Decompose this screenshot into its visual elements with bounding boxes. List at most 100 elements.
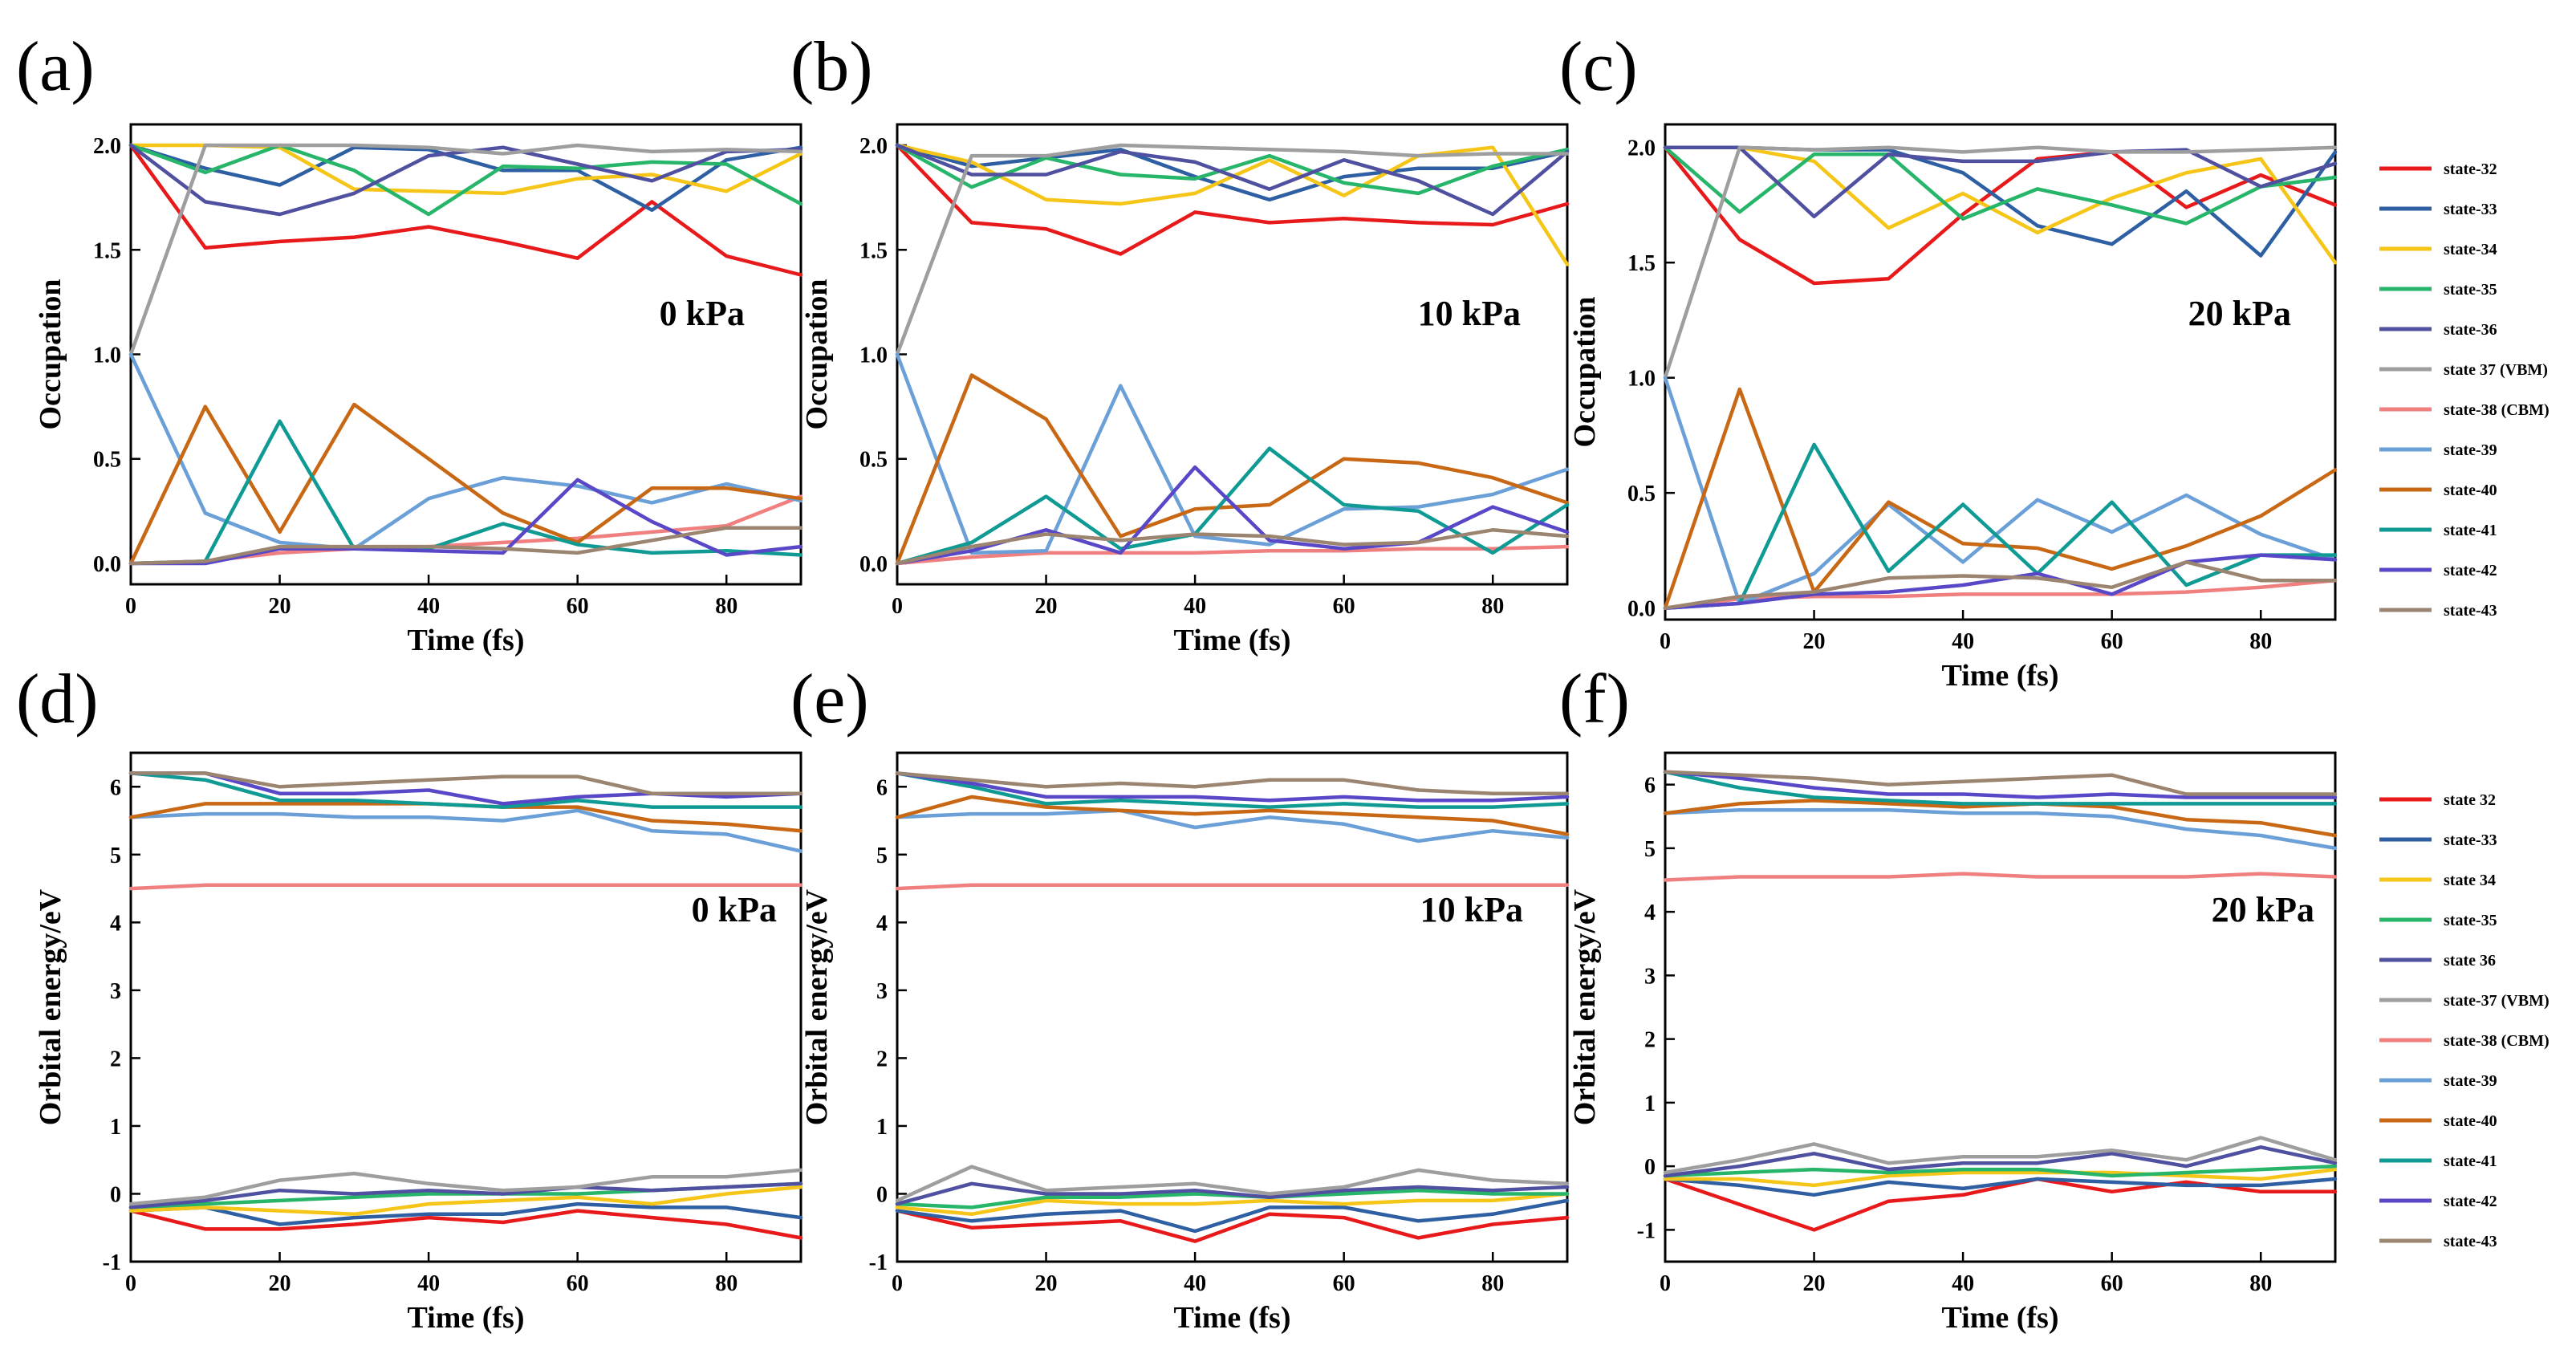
legend-label: state-39 <box>2444 441 2497 459</box>
legend-label: state-34 <box>2444 241 2497 258</box>
series-line-state-35 <box>128 143 803 217</box>
series-line-state-38-cbm <box>895 544 1570 566</box>
x-tick-label: 40 <box>417 1271 440 1296</box>
y-tick-label: -1 <box>1637 1218 1656 1243</box>
y-tick-label: 1 <box>1644 1092 1656 1116</box>
series-line-state-38-cbm <box>895 883 1570 891</box>
y-tick-label: 0 <box>1644 1155 1656 1180</box>
x-tick-label: 40 <box>1952 629 1974 654</box>
x-tick-label: 40 <box>1184 1271 1206 1296</box>
y-tick-label: -1 <box>869 1250 888 1275</box>
legend-label: state-33 <box>2444 201 2497 218</box>
x-tick-label: 20 <box>269 1271 291 1296</box>
y-tick-label: 1 <box>110 1115 121 1140</box>
x-tick-label: 80 <box>715 594 737 619</box>
legend-label: state 36 <box>2444 952 2496 970</box>
series-line-state-43 <box>895 771 1570 795</box>
y-tick-label: 2.0 <box>859 134 888 159</box>
legend-label: state-36 <box>2444 321 2497 339</box>
y-axis-label: Occupation <box>34 279 67 430</box>
plot-frame <box>896 123 1569 586</box>
series-line-state-32 <box>895 143 1570 256</box>
y-tick-label: 2 <box>1644 1028 1656 1053</box>
y-tick-label: 2 <box>110 1047 121 1071</box>
x-tick-label: 20 <box>1803 1271 1826 1296</box>
y-tick-label: 5 <box>110 844 121 868</box>
y-tick-label: 1.0 <box>93 344 121 368</box>
x-tick-label: 0 <box>892 594 903 619</box>
series-line-state-34 <box>1663 145 2338 265</box>
y-tick-label: 6 <box>876 775 888 800</box>
x-tick-label: 80 <box>1481 594 1504 619</box>
legend-label: state-40 <box>2444 1112 2497 1130</box>
legend-label: state-42 <box>2444 1193 2497 1210</box>
series-line-state-33 <box>895 143 1570 202</box>
y-tick-label: 0.0 <box>93 552 121 577</box>
series-line-state-43 <box>128 526 803 566</box>
legend-label: state 37 (VBM) <box>2444 361 2548 379</box>
y-tick-label: 1.0 <box>1627 367 1656 392</box>
legend-label: state-38 (CBM) <box>2444 1032 2550 1050</box>
series-line-state-34 <box>1663 1167 2338 1188</box>
series-line-state-35 <box>895 143 1570 196</box>
legend-label: state-42 <box>2444 562 2497 579</box>
x-tick-label: 20 <box>269 594 291 619</box>
legend-label: state-41 <box>2444 1153 2497 1170</box>
panel-f: (f) 0 20 40 60 80 -1 0 1 2 3 4 5 6 Time (fs) Orbital en… <box>1559 661 2338 1335</box>
legend-label: state-35 <box>2444 281 2497 299</box>
x-axis-label: Time (fs) <box>1942 659 2059 693</box>
series-line-state-39 <box>128 808 803 853</box>
legend-label: state 32 <box>2444 791 2496 809</box>
series-line-state-43 <box>128 771 803 795</box>
legend-label: state-39 <box>2444 1072 2497 1090</box>
pressure-annotation: 0 kPa <box>692 890 777 929</box>
x-tick-label: 0 <box>892 1271 903 1296</box>
x-tick-label: 20 <box>1803 629 1826 654</box>
panel-c: (c) 0 20 40 60 80 0.0 0.5 1.0 1.5 2.0 Time (fs) Occu… <box>1559 28 2338 693</box>
legend-label: state 34 <box>2444 872 2496 889</box>
series-line-state-37-vbm <box>1663 1136 2338 1175</box>
x-tick-label: 80 <box>715 1271 737 1296</box>
series-line-state-39 <box>1663 808 2338 851</box>
y-axis-label: Orbital energy/eV <box>800 888 834 1125</box>
legend-label: state-41 <box>2444 522 2497 539</box>
x-tick-label: 60 <box>1333 594 1355 619</box>
x-axis-label: Time (fs) <box>1174 1301 1291 1335</box>
series-line-state-40 <box>128 402 803 566</box>
x-axis-label: Time (fs) <box>1174 624 1291 657</box>
series-line-state-36 <box>1663 1145 2338 1178</box>
panel-label: (e) <box>790 661 869 738</box>
pressure-annotation: 20 kPa <box>2212 890 2314 929</box>
x-tick-label: 60 <box>2101 629 2123 654</box>
series-line-state-32 <box>1663 145 2338 286</box>
plot-frame <box>896 751 1569 1263</box>
y-tick-label: 1.5 <box>859 238 888 263</box>
pressure-annotation: 10 kPa <box>1418 294 1521 333</box>
series-line-state-36 <box>128 143 803 217</box>
panel-label: (b) <box>790 28 873 106</box>
legend-occupation: state-32 state-33 state-34 state-35 state-36… <box>2379 161 2550 620</box>
series-line-state-34 <box>895 1192 1570 1217</box>
y-tick-label: 6 <box>1644 774 1656 799</box>
legend-label: state-38 (CBM) <box>2444 401 2550 419</box>
series-line-state-42 <box>128 478 803 566</box>
x-tick-label: 40 <box>1952 1271 1974 1296</box>
plot-frame <box>1664 751 2337 1263</box>
series-line-state-39 <box>895 808 1570 844</box>
series-line-state-43 <box>1663 770 2338 796</box>
y-tick-label: 0.5 <box>859 448 888 473</box>
panel-a: (a) 0 20 40 60 80 0.0 0.5 1.0 1.5 2.0 Time (fs) Occu… <box>16 28 803 657</box>
panel-label: (d) <box>16 661 99 738</box>
series-line-state-32 <box>128 143 803 277</box>
series-line-state-39 <box>895 352 1570 555</box>
y-tick-label: 5 <box>876 844 888 868</box>
pressure-annotation: 0 kPa <box>660 294 745 333</box>
panel-label: (a) <box>16 28 95 106</box>
x-tick-label: 20 <box>1035 1271 1058 1296</box>
x-axis-label: Time (fs) <box>408 1301 525 1335</box>
x-tick-label: 60 <box>567 594 589 619</box>
y-tick-label: 0.0 <box>859 552 888 577</box>
y-tick-label: 0.0 <box>1627 597 1656 622</box>
series-line-state-37-vbm <box>128 1168 803 1206</box>
